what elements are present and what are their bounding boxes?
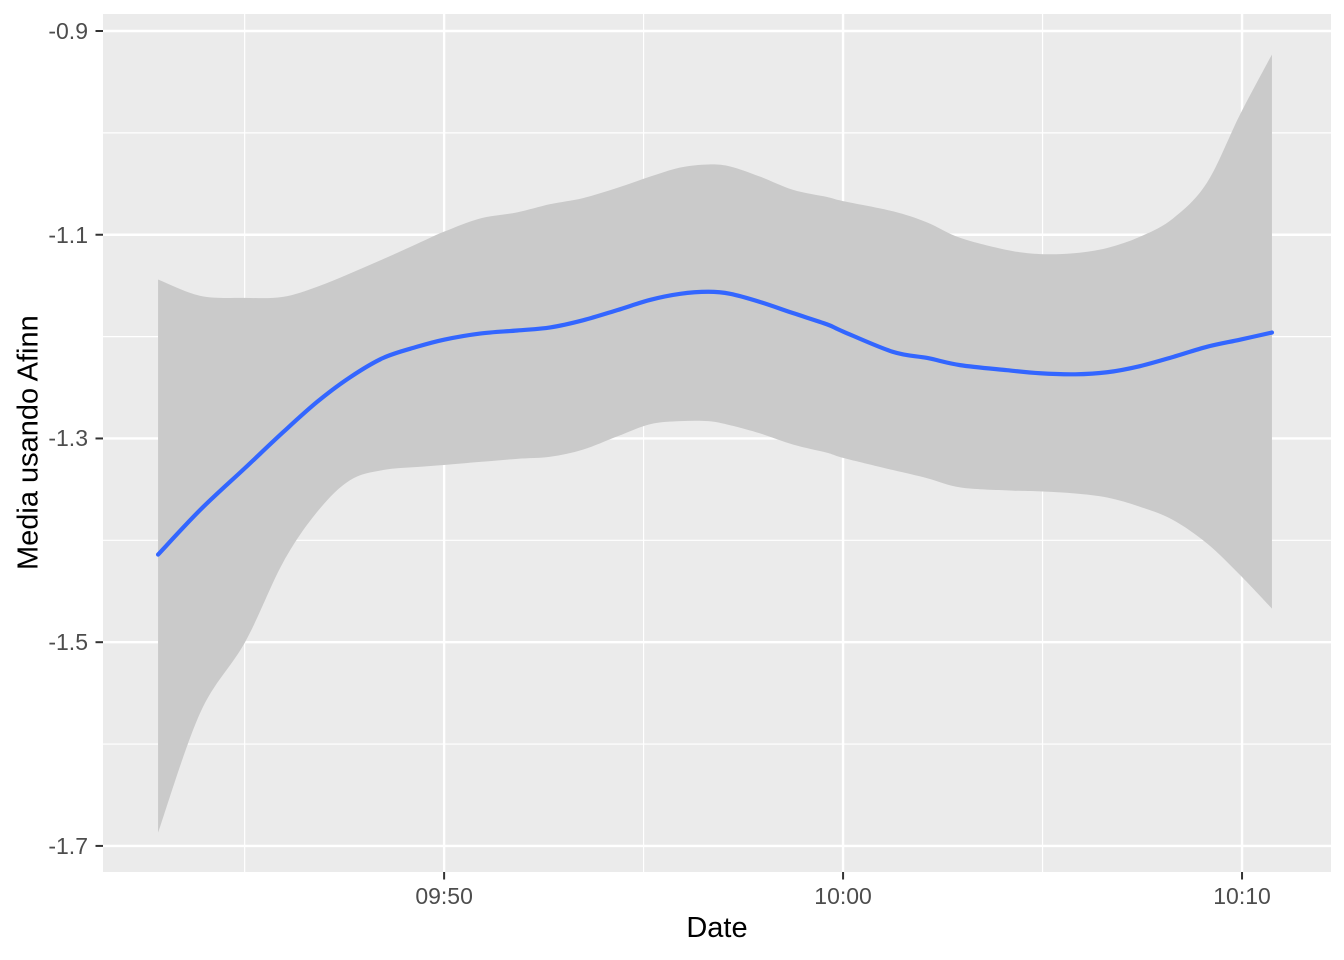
x-axis-tick-label: 09:50 bbox=[415, 883, 473, 909]
x-axis-title: Date bbox=[686, 912, 748, 944]
x-axis-tick-label: 10:10 bbox=[1213, 883, 1271, 909]
y-axis-tick-label: -1.1 bbox=[48, 221, 88, 248]
y-axis-tick-label: -1.3 bbox=[48, 425, 88, 452]
y-axis-tick-label: -1.5 bbox=[48, 629, 88, 656]
y-axis-tick-label: -0.9 bbox=[48, 18, 88, 44]
y-axis-title: Media usando Afinn bbox=[12, 315, 45, 571]
smooth-line bbox=[155, 289, 1275, 557]
x-axis-tick-label: 10:00 bbox=[814, 883, 872, 909]
y-axis-tick-label: -1.7 bbox=[48, 832, 88, 859]
confidence-band bbox=[158, 54, 1272, 833]
